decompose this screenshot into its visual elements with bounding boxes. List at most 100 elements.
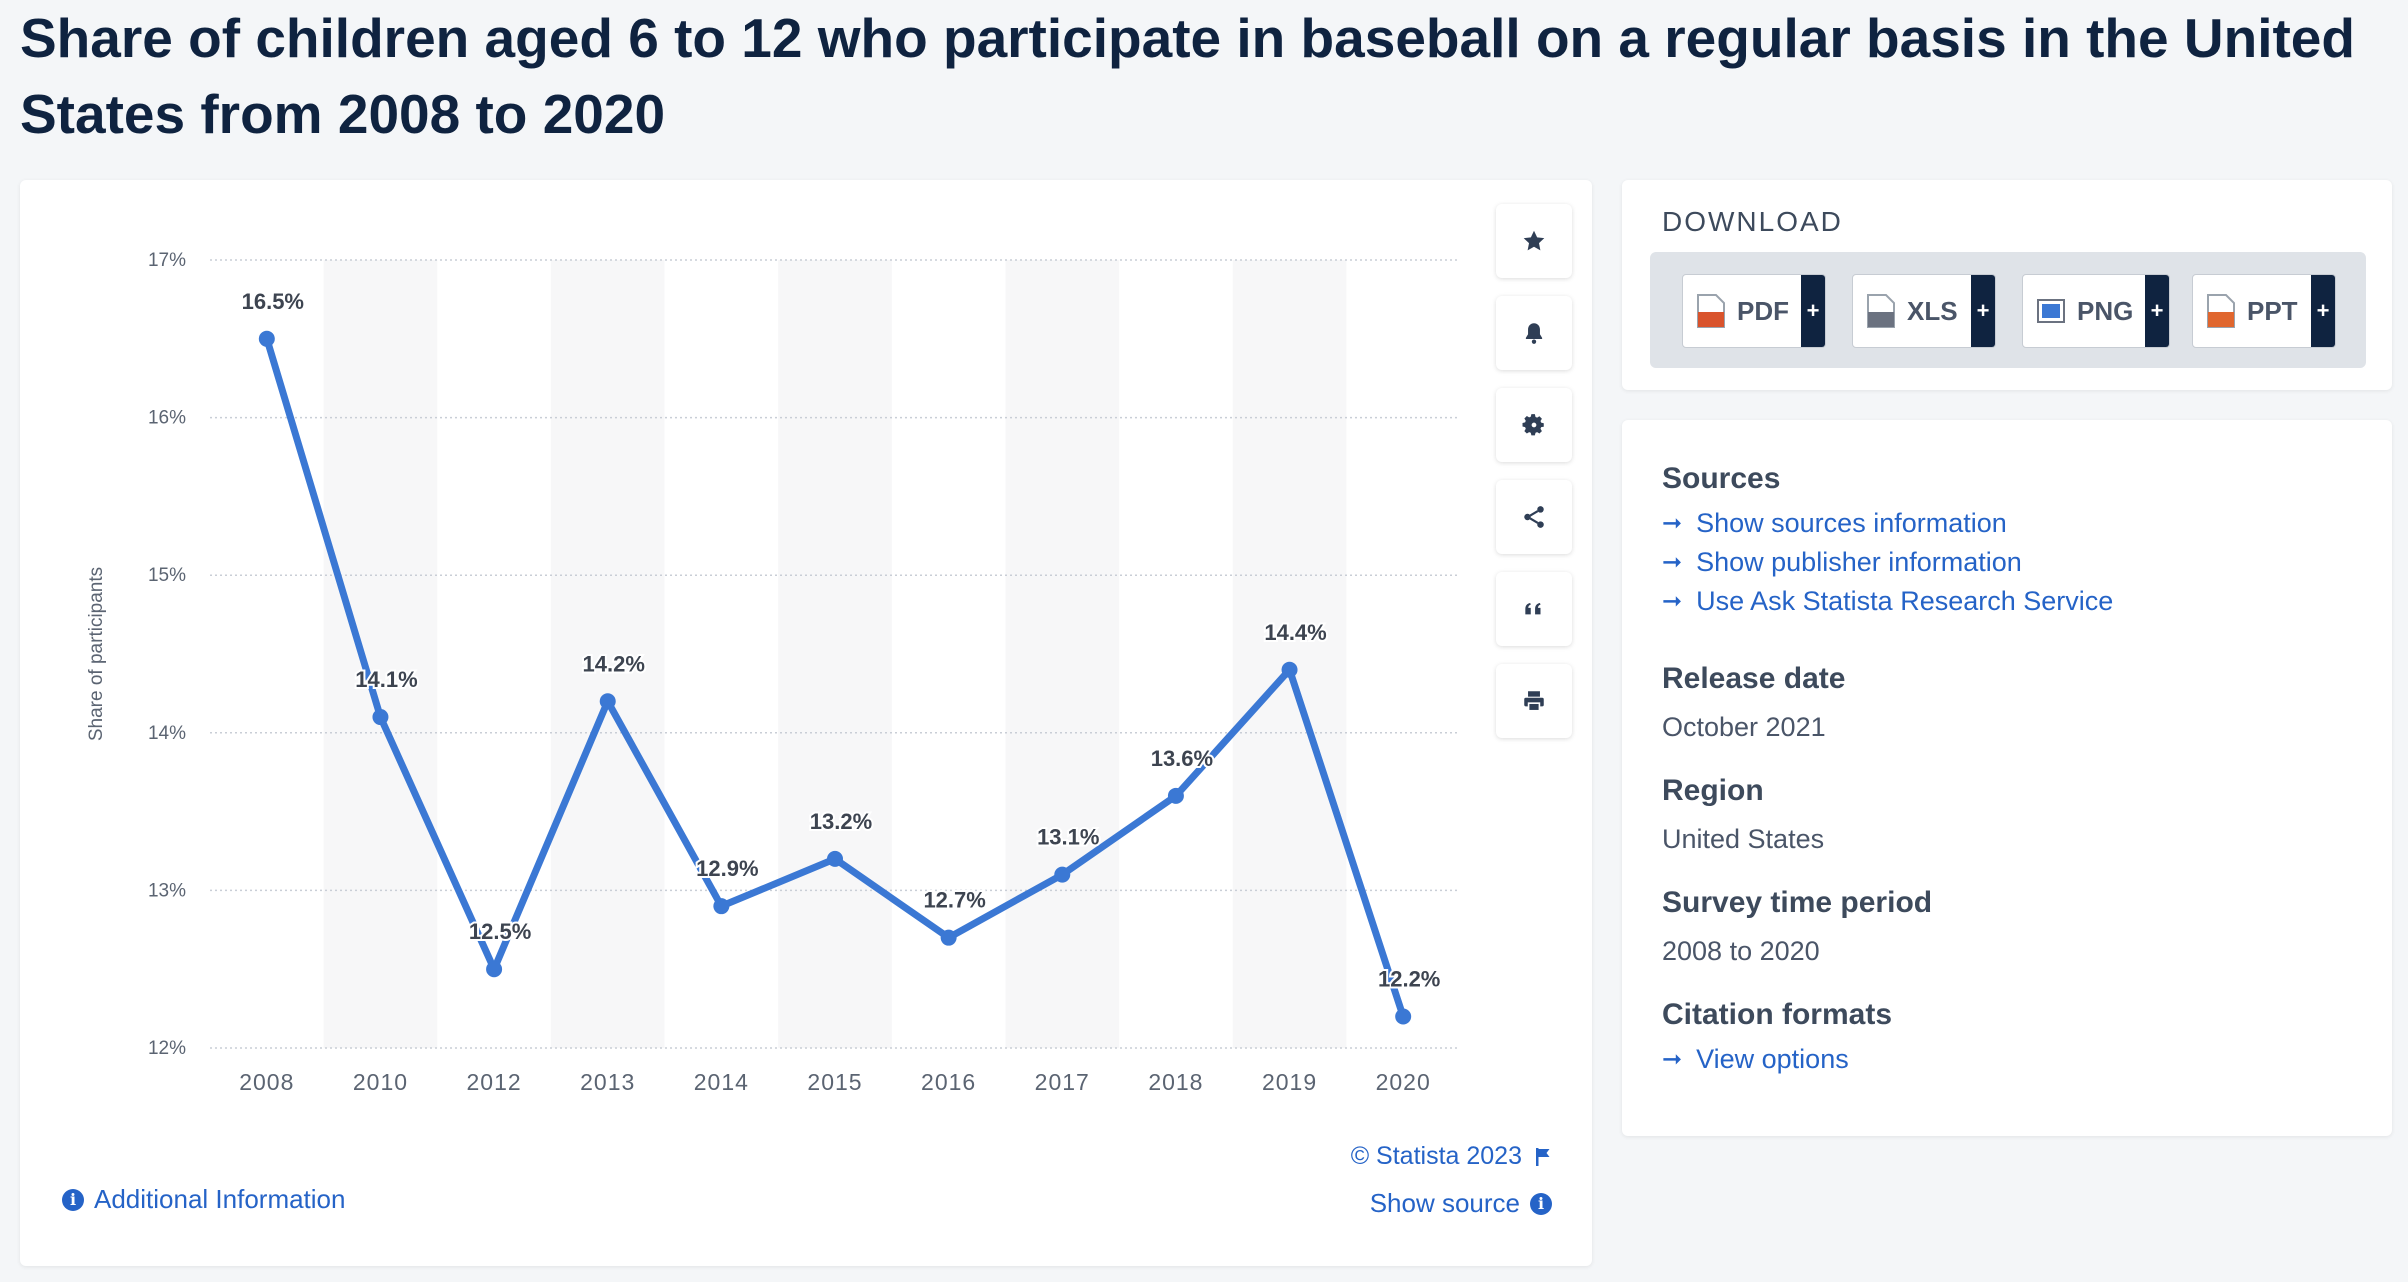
y-tick-label: 15% — [148, 565, 186, 586]
info-card: Sources ➞ Show sources information ➞ Show … — [1622, 420, 2392, 1136]
ask-statista-label: Use Ask Statista Research Service — [1696, 586, 2114, 616]
print-icon — [1524, 691, 1544, 712]
x-tick-label: 2019 — [1262, 1069, 1317, 1095]
data-label: 14.2% — [583, 651, 645, 676]
survey-value: 2008 to 2020 — [1662, 936, 1820, 966]
star-icon — [1523, 230, 1545, 251]
info-icon: i — [1530, 1192, 1552, 1215]
download-xls-plus: + — [1971, 275, 1995, 347]
x-tick-label: 2015 — [807, 1069, 862, 1095]
download-ppt-plus: + — [2311, 275, 2335, 347]
region-section: Region United States — [1662, 774, 1824, 855]
show-sources-label: Show sources information — [1696, 508, 2007, 538]
release-heading: Release date — [1662, 662, 1846, 695]
show-publisher-link[interactable]: ➞ Show publisher information — [1662, 547, 2113, 578]
data-point — [827, 850, 843, 867]
download-png-plus: + — [2145, 275, 2169, 347]
citation-heading: Citation formats — [1662, 998, 1893, 1031]
download-xls-button[interactable]: XLS + — [1852, 274, 1996, 348]
download-bar: PDF + XLS + PNG + PPT + — [1650, 252, 2366, 368]
x-tick-label: 2013 — [580, 1069, 635, 1095]
line-chart: 12% 13% 14% 15% 16% 17% 2008 2010 2012 2013 2014 20… — [86, 250, 1460, 1095]
additional-information-label: Additional Information — [94, 1184, 346, 1214]
column-band — [778, 260, 892, 1048]
download-png-button[interactable]: PNG + — [2022, 274, 2170, 348]
sources-section: Sources ➞ Show sources information ➞ Show … — [1662, 462, 2113, 617]
data-label: 12.7% — [923, 888, 985, 913]
data-point — [486, 961, 503, 978]
column-band — [1232, 260, 1347, 1048]
pdf-file-icon — [1697, 294, 1725, 328]
show-sources-link[interactable]: ➞ Show sources information — [1662, 508, 2113, 539]
region-heading: Region — [1662, 774, 1764, 807]
copyright-link[interactable]: © Statista 2023 — [1351, 1142, 1552, 1171]
column-band — [323, 260, 438, 1048]
data-label: 12.2% — [1378, 966, 1440, 991]
release-section: Release date October 2021 — [1662, 662, 1845, 743]
citation-section: Citation formats ➞ View options — [1662, 998, 1892, 1075]
ask-statista-link[interactable]: ➞ Use Ask Statista Research Service — [1662, 586, 2113, 617]
png-file-icon — [2037, 294, 2065, 328]
print-button[interactable] — [1496, 664, 1572, 738]
x-tick-label: 2008 — [239, 1069, 294, 1095]
data-point — [1054, 866, 1071, 883]
data-label: 13.6% — [1151, 746, 1213, 771]
download-ppt-label: PPT — [2247, 295, 2298, 326]
survey-section: Survey time period 2008 to 2020 — [1662, 886, 1932, 967]
x-tick-label: 2014 — [694, 1069, 749, 1095]
download-title: DOWNLOAD — [1662, 206, 1843, 237]
view-options-label: View options — [1696, 1044, 1849, 1074]
download-pdf-label: PDF — [1737, 295, 1789, 326]
data-point — [1167, 787, 1184, 804]
ppt-file-icon — [2207, 294, 2235, 328]
flag-icon — [1536, 1147, 1550, 1166]
info-icon: i — [62, 1188, 84, 1211]
x-tick-label: 2016 — [921, 1069, 976, 1095]
data-point — [258, 330, 275, 347]
favorite-button[interactable] — [1496, 204, 1572, 278]
x-tick-label: 2018 — [1148, 1069, 1203, 1095]
settings-button[interactable] — [1496, 388, 1572, 462]
share-button[interactable] — [1496, 480, 1572, 554]
download-pdf-button[interactable]: PDF + — [1682, 274, 1826, 348]
view-options-link[interactable]: ➞ View options — [1662, 1044, 1892, 1075]
x-tick-label: 2010 — [353, 1069, 408, 1095]
release-value: October 2021 — [1662, 712, 1826, 742]
survey-heading: Survey time period — [1662, 886, 1933, 919]
data-label: 16.5% — [242, 289, 304, 314]
column-band — [550, 260, 665, 1048]
download-card: DOWNLOAD PDF + XLS + PNG + P — [1622, 180, 2392, 390]
data-point — [1281, 661, 1298, 678]
download-pdf-plus: + — [1801, 275, 1825, 347]
download-ppt-button[interactable]: PPT + — [2192, 274, 2336, 348]
additional-information-link[interactable]: i Additional Information — [62, 1184, 345, 1215]
gear-icon — [1522, 414, 1544, 436]
column-band — [1005, 260, 1120, 1048]
data-point — [372, 709, 389, 726]
chart-card: 12% 13% 14% 15% 16% 17% 2008 2010 2012 2013 2014 20… — [20, 180, 1592, 1266]
show-source-link[interactable]: Show source i — [1370, 1188, 1552, 1219]
y-tick-label: 12% — [148, 1038, 186, 1059]
y-tick-label: 16% — [148, 408, 186, 429]
x-tick-label: 2020 — [1376, 1069, 1431, 1095]
data-label: 12.5% — [469, 919, 531, 944]
share-icon — [1524, 506, 1544, 528]
data-point — [599, 693, 616, 710]
download-xls-label: XLS — [1907, 295, 1958, 326]
region-value: United States — [1662, 824, 1825, 854]
data-label: 13.2% — [810, 809, 872, 834]
data-label: 14.1% — [355, 667, 417, 692]
y-axis-label: Share of participants — [86, 567, 107, 741]
arrow-right-icon: ➞ — [1662, 510, 1683, 537]
sources-heading: Sources — [1662, 462, 1781, 495]
data-label: 14.4% — [1264, 620, 1326, 645]
quote-icon — [1525, 603, 1541, 615]
notification-button[interactable] — [1496, 296, 1572, 370]
show-source-label: Show source — [1369, 1188, 1520, 1218]
x-tick-label: 2012 — [467, 1069, 522, 1095]
arrow-right-icon: ➞ — [1662, 588, 1683, 615]
show-publisher-label: Show publisher information — [1696, 547, 2022, 577]
cite-button[interactable] — [1496, 572, 1572, 646]
y-tick-label: 14% — [148, 723, 186, 744]
arrow-right-icon: ➞ — [1662, 549, 1683, 576]
